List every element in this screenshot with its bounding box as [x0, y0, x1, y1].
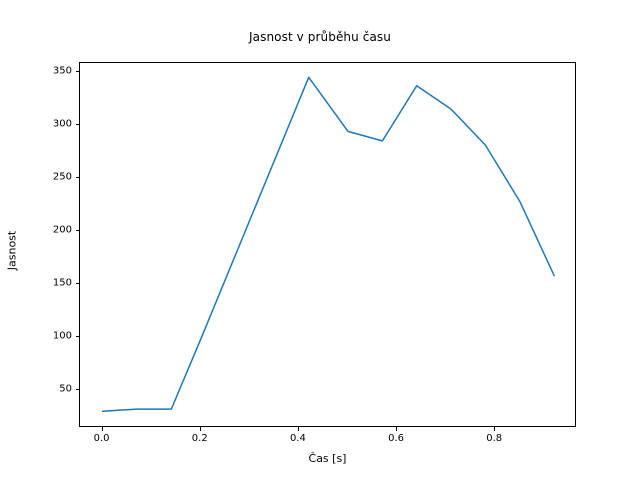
y-tick-mark	[75, 389, 79, 391]
x-tick-label: 0.6	[388, 433, 405, 444]
y-tick-label: 100	[52, 330, 72, 342]
y-tick-label: 300	[52, 118, 72, 130]
x-tick-mark	[199, 427, 201, 431]
y-tick-mark	[75, 336, 79, 338]
x-tick-mark	[297, 427, 299, 431]
y-tick-mark	[75, 71, 79, 72]
y-tick-label: 350	[52, 65, 72, 77]
y-tick-mark	[75, 230, 79, 232]
x-tick-mark	[101, 427, 103, 431]
data-series-line	[101, 76, 555, 412]
y-tick-label: 50	[59, 383, 72, 395]
x-tick-mark	[494, 427, 496, 431]
y-tick-mark	[75, 124, 79, 126]
plot-area	[79, 62, 576, 427]
x-tick-label: 0.8	[486, 433, 503, 444]
y-tick-label: 150	[52, 277, 72, 289]
x-tick-label: 0.4	[289, 433, 306, 444]
x-tick-mark	[396, 427, 398, 431]
x-tick-label: 0.2	[191, 433, 208, 444]
x-axis-label: Čas [s]	[308, 452, 347, 465]
x-tick-label: 0.0	[93, 433, 110, 444]
y-tick-mark	[75, 283, 79, 285]
y-tick-label: 250	[52, 171, 72, 183]
y-tick-mark	[75, 177, 79, 179]
y-axis-label: Jasnost	[5, 230, 19, 271]
chart-title: Jasnost v průběhu času	[249, 30, 391, 44]
y-tick-label: 200	[52, 224, 72, 236]
data-line-svg	[101, 76, 555, 412]
